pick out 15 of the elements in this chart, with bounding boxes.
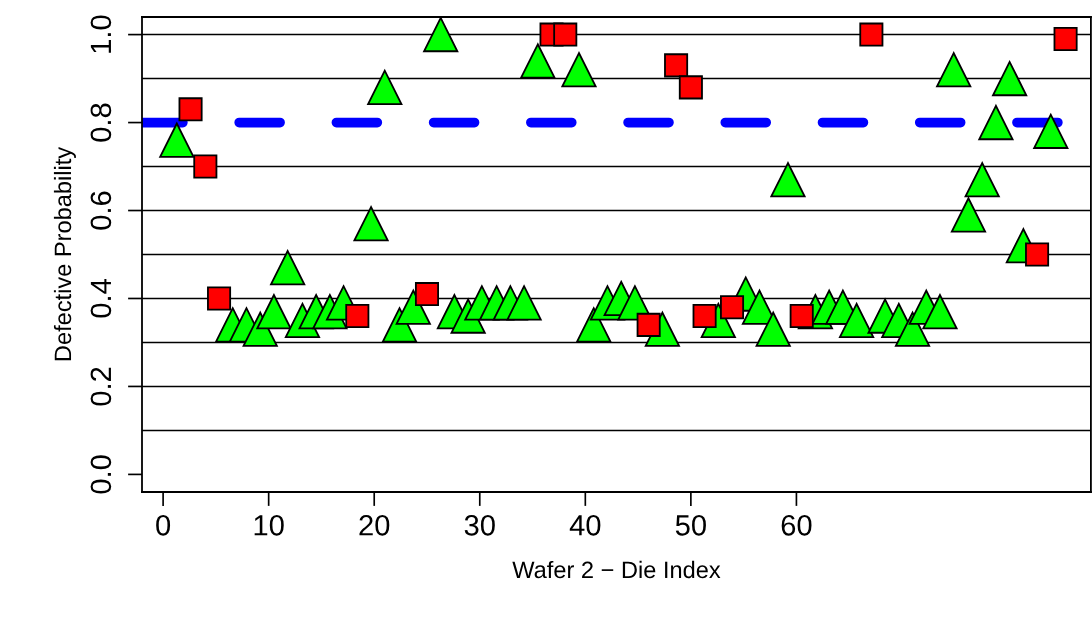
x-axis-title: Wafer 2 − Die Index [512,560,721,579]
x-tick-label: 60 [781,514,812,536]
x-tick-label: 40 [569,514,601,536]
x-tick-label: 50 [675,514,706,536]
x-tick-label: 10 [254,514,284,536]
y-tick-label: 0.8 [90,103,112,142]
y-tick-label: 0.2 [90,367,112,406]
y-tick-label: 0.4 [90,279,112,318]
x-tick-label: 0 [156,514,171,536]
y-tick-label: 0.0 [90,455,112,494]
x-tick-label: 20 [359,514,390,536]
x-tick-label: 30 [464,514,495,536]
y-tick-label: 0.6 [90,191,112,230]
y-axis-title: Defective Probability [53,146,76,361]
y-tick-label: 1.0 [90,15,112,53]
